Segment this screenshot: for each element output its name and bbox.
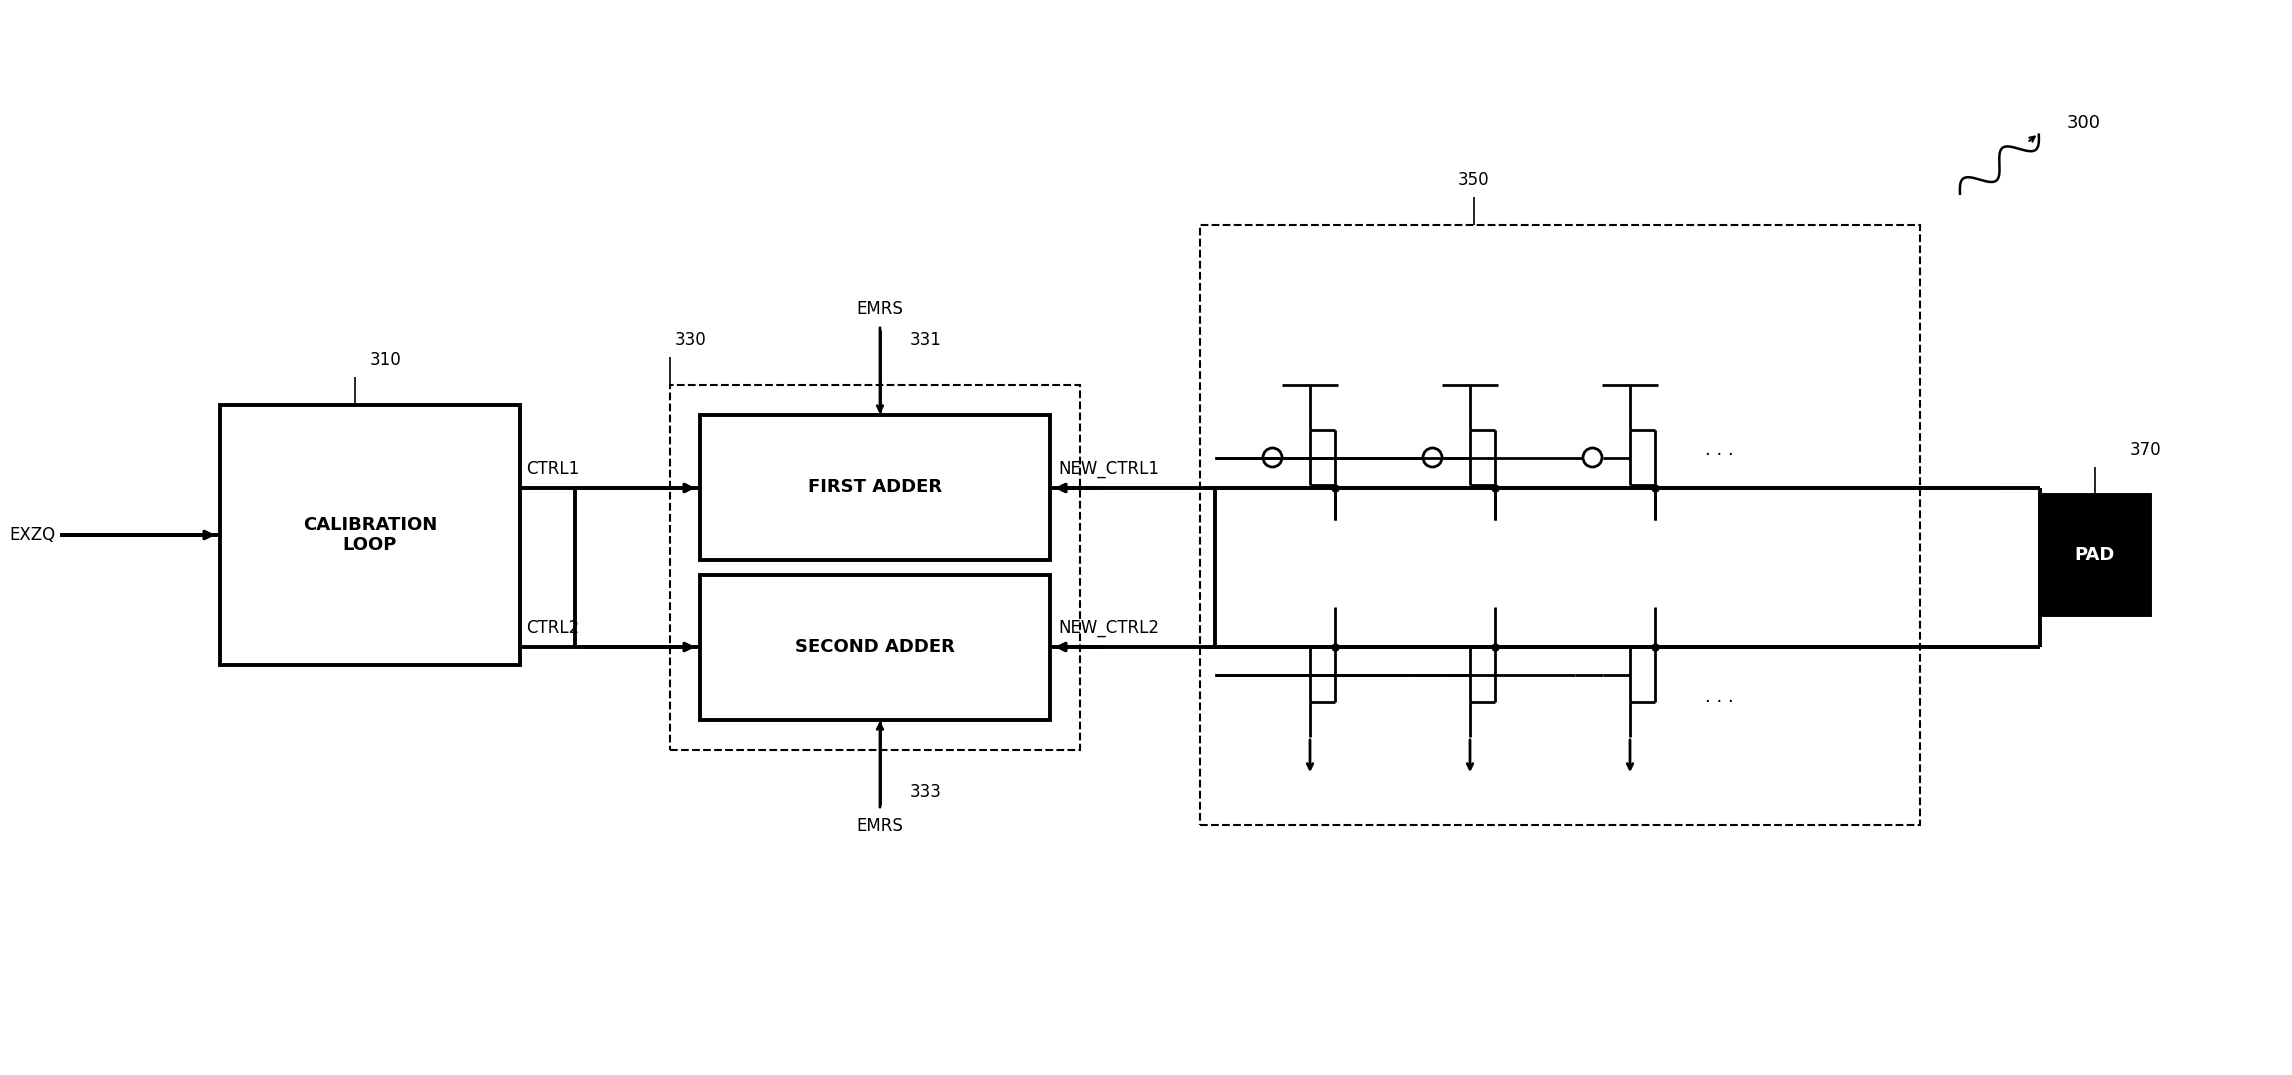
Bar (699, 415, 1050, 560)
Text: CTRL1: CTRL1 (525, 460, 580, 478)
Bar (699, 575, 1050, 720)
Text: FIRST ADDER: FIRST ADDER (809, 478, 942, 497)
Bar (2040, 494, 2150, 615)
Text: CTRL2: CTRL2 (525, 619, 580, 637)
Text: 331: 331 (910, 331, 942, 349)
Text: NEW_CTRL1: NEW_CTRL1 (1059, 460, 1160, 478)
Text: CALIBRATION
LOOP: CALIBRATION LOOP (303, 516, 438, 555)
Text: 350: 350 (1458, 171, 1490, 189)
Text: EMRS: EMRS (857, 300, 903, 318)
Bar (669, 385, 1080, 750)
Text: 333: 333 (910, 783, 942, 801)
Text: 300: 300 (2067, 114, 2102, 132)
Bar (220, 405, 520, 665)
Text: . . .: . . . (1705, 688, 1733, 706)
Text: 310: 310 (369, 352, 401, 369)
Text: EMRS: EMRS (857, 817, 903, 835)
Text: . . .: . . . (1705, 441, 1733, 459)
Text: SECOND ADDER: SECOND ADDER (795, 639, 956, 657)
Bar (1201, 225, 1921, 825)
Text: 330: 330 (676, 331, 706, 349)
Text: PAD: PAD (2074, 546, 2116, 564)
Text: EXZQ: EXZQ (9, 526, 55, 544)
Text: 370: 370 (2129, 441, 2161, 459)
Text: NEW_CTRL2: NEW_CTRL2 (1059, 619, 1160, 637)
